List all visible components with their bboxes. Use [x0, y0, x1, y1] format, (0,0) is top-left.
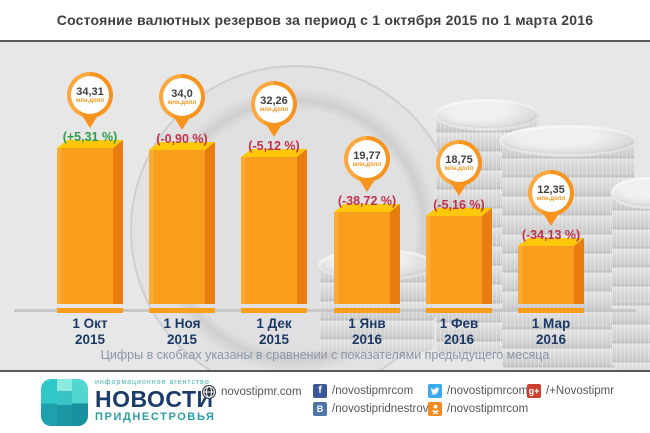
reserve-unit: млн.долл	[536, 195, 566, 202]
reserve-value: 32,26	[260, 94, 288, 107]
footer: информационное агентство НОВОСТИ ПРИДНЕС…	[0, 372, 650, 433]
x-axis-label: 1 Дек 2015	[226, 316, 322, 348]
pin-circle: 34,0 млн.долл	[163, 78, 201, 116]
agency-name-line2: ПРИДНЕСТРОВЬЯ	[95, 411, 216, 423]
change-label: (-38,72 %)	[337, 194, 397, 208]
value-pin: 34,31 млн.долл	[63, 72, 117, 130]
header: Состояние валютных резервов за период с …	[0, 0, 650, 40]
reserve-unit: млн.долл	[444, 165, 474, 172]
pin-tail	[539, 207, 563, 226]
pin-tail	[447, 177, 471, 196]
reserve-unit: млн.долл	[75, 97, 105, 104]
pin-tail	[170, 111, 194, 130]
pin-tail	[355, 173, 379, 192]
reserve-value: 12,35	[537, 183, 565, 196]
change-label: (-5,12 %)	[248, 139, 300, 153]
x-axis-label: 1 Мар 2016	[503, 316, 599, 348]
bar-feb	[426, 216, 482, 304]
reserve-unit: млн.долл	[352, 161, 382, 168]
x-label-year: 2015	[258, 332, 290, 347]
value-pin: 32,26 млн.долл	[247, 81, 301, 139]
twitter-label: /novostipmrcom	[447, 385, 529, 397]
reserve-unit: млн.долл	[167, 99, 197, 106]
googleplus-icon: g+	[527, 384, 541, 398]
pin-circle: 32,26 млн.долл	[255, 85, 293, 123]
change-label: (-5,16 %)	[433, 198, 485, 212]
pin-circle: 12,35 млн.долл	[532, 174, 570, 212]
bar-jan	[334, 212, 390, 304]
x-label-year: 2016	[535, 332, 567, 347]
odnoklassniki-icon	[428, 402, 442, 416]
value-pin: 12,35 млн.долл	[524, 170, 578, 228]
axis-segment	[518, 308, 584, 313]
axis-segment	[149, 308, 215, 313]
facebook-icon: f	[313, 384, 327, 398]
axis-segment	[334, 308, 400, 313]
reserve-unit: млн.долл	[259, 106, 289, 113]
bar-chart: 34,31 млн.долл (+5,31 %) 1 Окт 2015 34,0…	[0, 40, 650, 372]
twitter-link[interactable]: /novostipmrcom	[428, 384, 528, 398]
change-label: (-34,13 %)	[521, 228, 581, 242]
value-pin: 18,75 млн.долл	[432, 140, 486, 198]
x-label-month: 1 Дек	[256, 316, 292, 331]
footnote: Цифры в скобках указаны в сравнении с по…	[100, 348, 550, 362]
coin-stack-decoration	[610, 177, 650, 370]
googleplus-link[interactable]: g+ /+Novostipmr	[527, 384, 614, 398]
facebook-link[interactable]: f /novostipmrcom	[313, 384, 413, 398]
website-label: novostipmr.com	[221, 386, 302, 398]
agency-tagline: информационное агентство	[95, 379, 210, 386]
twitter-bird-icon	[428, 384, 442, 398]
reserve-value: 34,31	[76, 85, 104, 98]
pin-circle: 18,75 млн.долл	[440, 144, 478, 182]
x-label-month: 1 Фев	[439, 316, 479, 331]
reserve-value: 19,77	[353, 149, 381, 162]
x-axis-line	[14, 309, 636, 312]
googleplus-label: /+Novostipmr	[546, 385, 615, 397]
x-label-month: 1 Ноя	[163, 316, 201, 331]
value-pin: 19,77 млн.долл	[340, 136, 394, 194]
value-pin: 34,0 млн.долл	[155, 74, 209, 132]
x-axis-label: 1 Фев 2016	[411, 316, 507, 348]
vk-link[interactable]: В /novostipridnestrovya	[313, 402, 441, 416]
globe-icon	[202, 385, 216, 399]
x-label-month: 1 Янв	[348, 316, 386, 331]
change-label: (+5,31 %)	[62, 130, 118, 144]
x-label-year: 2015	[74, 332, 106, 347]
axis-segment	[426, 308, 492, 313]
odnoklassniki-label: /novostipmrcom	[447, 403, 529, 415]
x-label-year: 2016	[351, 332, 383, 347]
page-title: Состояние валютных резервов за период с …	[56, 12, 594, 28]
x-axis-label: 1 Янв 2016	[319, 316, 415, 348]
x-label-month: 1 Мар	[531, 316, 571, 331]
x-label-year: 2016	[443, 332, 475, 347]
facebook-label: /novostipmrcom	[332, 385, 414, 397]
pin-circle: 34,31 млн.долл	[71, 76, 109, 114]
axis-segment	[241, 308, 307, 313]
x-label-month: 1 Окт	[72, 316, 108, 331]
vk-label: /novostipridnestrovya	[332, 403, 441, 415]
bar-nov	[149, 150, 205, 304]
change-label: (-0,90 %)	[156, 132, 208, 146]
vk-icon: В	[313, 402, 327, 416]
pin-circle: 19,77 млн.долл	[348, 140, 386, 178]
agency-logo-text: информационное агентство НОВОСТИ ПРИДНЕС…	[95, 379, 216, 424]
pin-tail	[262, 118, 286, 137]
website-link[interactable]: novostipmr.com	[202, 385, 302, 399]
bar-dec	[241, 157, 297, 304]
reserve-value: 18,75	[445, 153, 473, 166]
bar-oct	[57, 148, 113, 304]
agency-name-line1: НОВОСТИ	[95, 386, 214, 412]
bar-mar	[518, 246, 574, 304]
agency-logo-icon	[41, 379, 88, 426]
x-axis-label: 1 Ноя 2015	[134, 316, 230, 348]
x-label-year: 2015	[166, 332, 198, 347]
axis-segment	[57, 308, 123, 313]
odnoklassniki-link[interactable]: /novostipmrcom	[428, 402, 528, 416]
reserve-value: 34,0	[171, 87, 193, 100]
pin-tail	[78, 109, 102, 128]
x-axis-label: 1 Окт 2015	[42, 316, 138, 348]
